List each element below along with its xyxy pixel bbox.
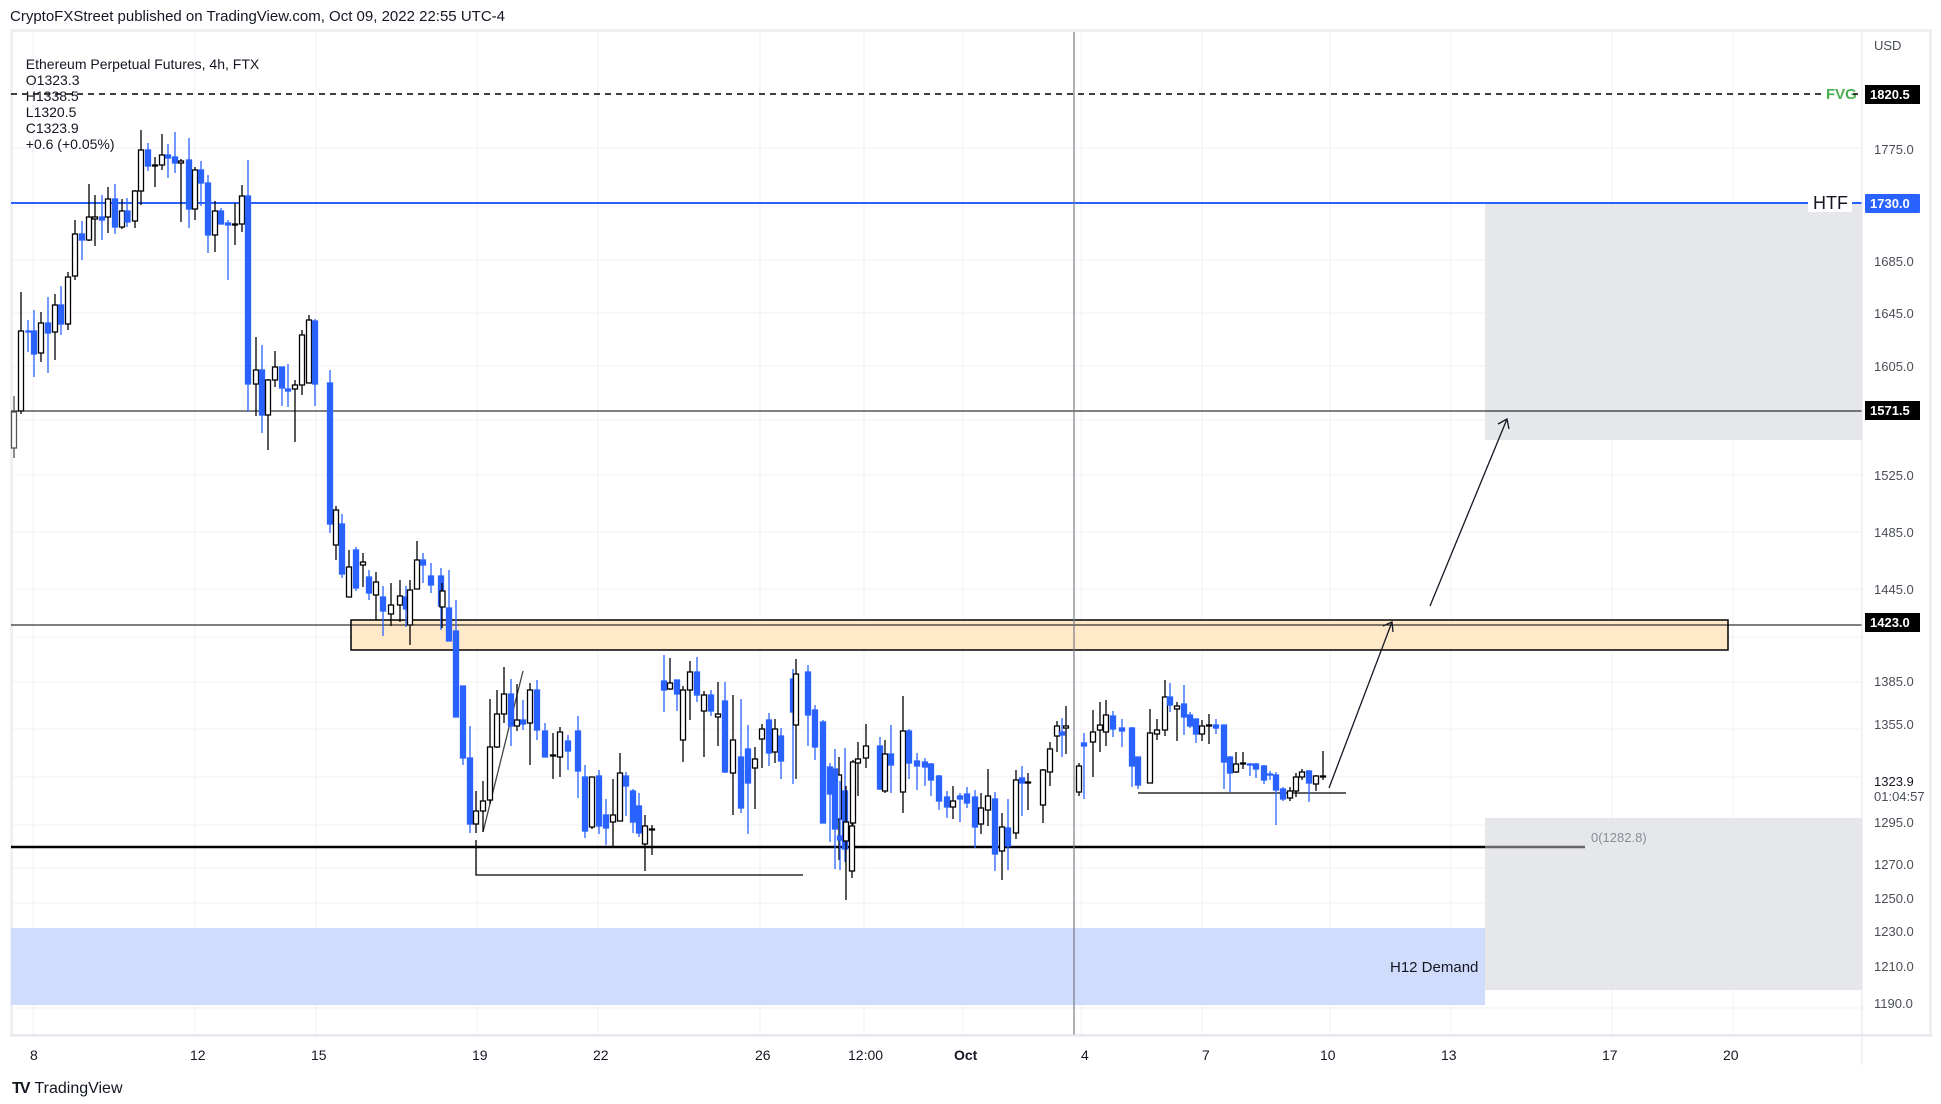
svg-text:13: 13 — [1441, 1047, 1457, 1063]
price-badge-1730: 1730.0 — [1865, 194, 1920, 213]
svg-text:12:00: 12:00 — [848, 1047, 883, 1063]
svg-text:20: 20 — [1723, 1047, 1739, 1063]
svg-text:1820.5: 1820.5 — [1870, 87, 1910, 102]
candles — [10, 130, 1327, 900]
svg-text:7: 7 — [1202, 1047, 1210, 1063]
price-badge-1820: 1820.5 — [1865, 85, 1920, 104]
svg-text:22: 22 — [593, 1047, 609, 1063]
tradingview-logo-icon: TV — [12, 1080, 31, 1097]
price-axis[interactable]: USD 1775.0 1685.0 1645.0 1605.0 1525.0 1… — [1861, 32, 1925, 1065]
h12-demand-label: H12 Demand — [1390, 959, 1478, 976]
legend-change: +0.6 (+0.05%) — [25, 136, 115, 152]
svg-text:1250.0: 1250.0 — [1874, 891, 1914, 906]
target-zone-lower — [1485, 818, 1862, 990]
fvg-label: FVG — [1826, 86, 1857, 103]
svg-text:1605.0: 1605.0 — [1874, 359, 1914, 374]
projection-arrow-1 — [1328, 621, 1393, 789]
price-badge-1423: 1423.0 — [1865, 613, 1920, 632]
svg-text:15: 15 — [311, 1047, 327, 1063]
svg-text:1445.0: 1445.0 — [1874, 582, 1914, 597]
h12-demand-zone — [11, 928, 1485, 1005]
legend-symbol: Ethereum Perpetual Futures, 4h, FTX — [25, 56, 260, 72]
svg-text:1775.0: 1775.0 — [1874, 142, 1914, 157]
svg-text:19: 19 — [472, 1047, 488, 1063]
projection-arrow-2 — [1429, 418, 1508, 607]
svg-text:26: 26 — [755, 1047, 771, 1063]
htf-label: HTF — [1813, 193, 1848, 213]
svg-text:1210.0: 1210.0 — [1874, 959, 1914, 974]
svg-text:1270.0: 1270.0 — [1874, 857, 1914, 872]
arrowhead-1 — [1382, 621, 1394, 633]
price-badge-1571: 1571.5 — [1865, 401, 1920, 420]
svg-text:1685.0: 1685.0 — [1874, 254, 1914, 269]
svg-text:1423.0: 1423.0 — [1870, 615, 1910, 630]
svg-text:17: 17 — [1602, 1047, 1618, 1063]
svg-text:10: 10 — [1320, 1047, 1336, 1063]
countdown-label: 01:04:57 — [1874, 789, 1925, 804]
svg-text:8: 8 — [30, 1047, 38, 1063]
svg-text:USD: USD — [1874, 38, 1901, 53]
svg-text:1525.0: 1525.0 — [1874, 468, 1914, 483]
svg-text:1730.0: 1730.0 — [1870, 196, 1910, 211]
svg-text:1190.0: 1190.0 — [1874, 996, 1913, 1011]
ohlc-legend: Ethereum Perpetual Futures, 4h, FTX O132… — [18, 40, 259, 152]
svg-text:4: 4 — [1081, 1047, 1089, 1063]
legend-open: O1323.3 — [25, 72, 80, 88]
range-low-bracket — [475, 840, 803, 876]
trend-line — [482, 670, 524, 833]
svg-text:1571.5: 1571.5 — [1870, 403, 1910, 418]
svg-text:1295.0: 1295.0 — [1874, 815, 1914, 830]
arrowhead-2 — [1497, 417, 1510, 430]
svg-text:12: 12 — [190, 1047, 206, 1063]
target-zone-upper — [1485, 203, 1862, 440]
footer: TV TradingView — [12, 1080, 123, 1098]
svg-text:1385.0: 1385.0 — [1874, 674, 1914, 689]
svg-text:1645.0: 1645.0 — [1874, 306, 1914, 321]
legend-close: C1323.9 — [25, 120, 79, 136]
svg-text:1355.0: 1355.0 — [1874, 717, 1914, 732]
legend-high: H1338.5 — [25, 88, 79, 104]
footer-brand[interactable]: TradingView — [34, 1080, 123, 1097]
legend-low: L1320.5 — [25, 104, 77, 120]
publisher-line: CryptoFXStreet published on TradingView.… — [10, 8, 505, 25]
svg-text:1230.0: 1230.0 — [1874, 924, 1914, 939]
svg-text:1485.0: 1485.0 — [1874, 525, 1914, 540]
last-price-label: 1323.9 — [1874, 774, 1914, 789]
grid — [13, 32, 1862, 1035]
svg-text:Oct: Oct — [954, 1047, 978, 1063]
fib-label: 0(1282.8) — [1591, 830, 1647, 845]
time-axis[interactable]: 8 12 15 19 22 26 12:00 Oct 4 7 10 13 17 … — [11, 1034, 1932, 1063]
